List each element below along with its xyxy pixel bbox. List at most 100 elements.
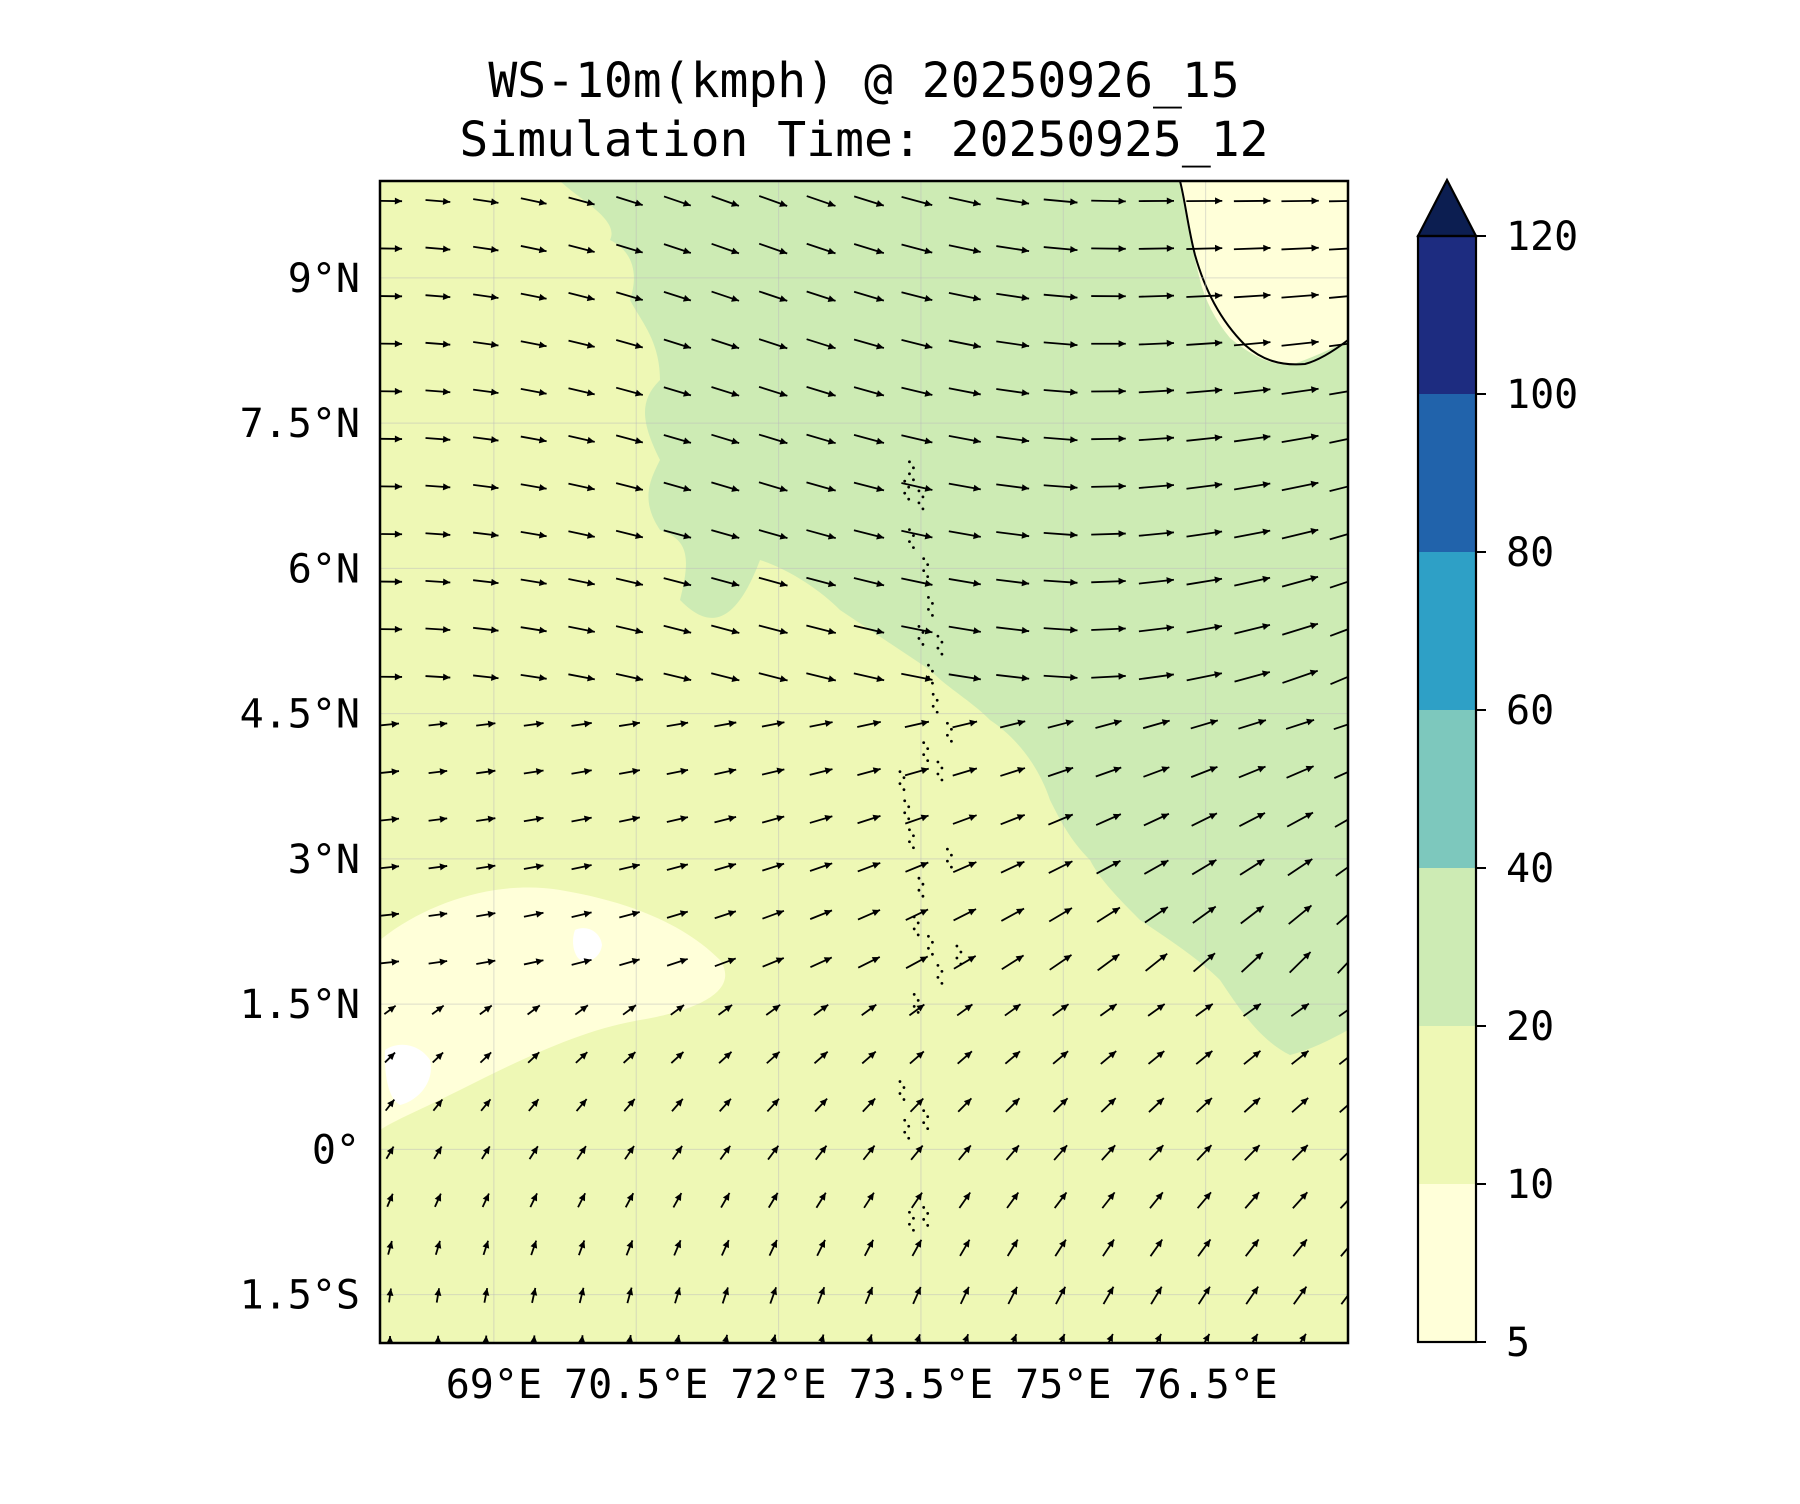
longitude-tick-label: 76.5°E (1133, 1362, 1278, 1408)
atoll-dot (950, 854, 953, 857)
atoll-dot (912, 846, 915, 849)
latitude-tick-label: 1.5°S (240, 1273, 360, 1319)
atoll-dot (908, 528, 911, 531)
atoll-dot (922, 1206, 925, 1209)
atoll-dot (907, 805, 910, 808)
longitude-tick-label: 73.5°E (849, 1362, 994, 1408)
atoll-dot (917, 922, 920, 925)
longitude-tick-label: 69°E (446, 1362, 542, 1408)
atoll-dot (946, 734, 949, 737)
atoll-dot (922, 643, 925, 646)
atoll-dot (922, 569, 925, 572)
atoll-dot (946, 722, 949, 725)
colorbar-extend-arrow (1418, 180, 1476, 236)
atoll-dot (912, 834, 915, 837)
atoll-dot (912, 1217, 915, 1220)
atoll-dot (907, 498, 910, 501)
atoll-dot (913, 993, 916, 996)
latitude-tick-label: 4.5°N (240, 692, 360, 738)
atoll-dot (918, 625, 921, 628)
atoll-dot (912, 1229, 915, 1232)
latitude-tick-label: 1.5°N (240, 982, 360, 1028)
atoll-dot (899, 770, 902, 773)
colorbar-segment (1418, 236, 1476, 394)
colorbar-tick-label: 20 (1506, 1004, 1554, 1050)
atoll-dot (937, 761, 940, 764)
atoll-dot (926, 1212, 929, 1215)
atoll-dot (922, 1121, 925, 1124)
atoll-dot (937, 773, 940, 776)
colorbar-segment (1418, 710, 1476, 868)
atoll-dot (926, 747, 929, 750)
latitude-tick-label: 3°N (288, 837, 360, 883)
atoll-dot (946, 860, 949, 863)
atoll-dot (941, 970, 944, 973)
atoll-dot (941, 641, 944, 644)
atoll-dot (922, 883, 925, 886)
latitude-axis: 9°N 7.5°N 6°N 4.5°N 3°N 1.5°N 0° 1.5°S (240, 256, 360, 1319)
atoll-dot (926, 563, 929, 566)
atoll-dot (903, 1098, 906, 1101)
atoll-dot (918, 889, 921, 892)
latitude-tick-label: 0° (312, 1127, 360, 1173)
atoll-dot (912, 466, 915, 469)
colorbar-tick-label: 80 (1506, 530, 1554, 576)
atoll-dot (937, 964, 940, 967)
colorbar-segment (1418, 394, 1476, 552)
atoll-dot (918, 501, 921, 504)
longitude-tick-label: 70.5°E (564, 1362, 709, 1408)
atoll-dot (922, 1218, 925, 1221)
atoll-dot (903, 1119, 906, 1122)
atoll-dot (908, 460, 911, 463)
atoll-dot (908, 540, 911, 543)
atoll-dot (927, 935, 930, 938)
atoll-dot (899, 1092, 902, 1095)
colorbar-tick-label: 40 (1506, 846, 1554, 892)
atoll-dot (950, 740, 953, 743)
latitude-tick-label: 7.5°N (240, 401, 360, 447)
atoll-dot (956, 957, 959, 960)
atoll-dot (926, 1224, 929, 1227)
atoll-dot (908, 1223, 911, 1226)
latitude-tick-label: 6°N (288, 546, 360, 592)
atoll-dot (917, 1011, 920, 1014)
colorbar-segment (1418, 1026, 1476, 1184)
atoll-dot (922, 1109, 925, 1112)
atoll-dot (931, 670, 934, 673)
atoll-dot (960, 951, 963, 954)
atoll-dot (941, 982, 944, 985)
map-subtitle: Simulation Time: 20250925_12 (459, 112, 1268, 168)
atoll-dot (922, 557, 925, 560)
atoll-dot (956, 945, 959, 948)
colorbar-tick-label: 10 (1506, 1162, 1554, 1208)
atoll-dot (903, 811, 906, 814)
atoll-dot (927, 596, 930, 599)
atoll-dot (941, 779, 944, 782)
atoll-dot (908, 472, 911, 475)
atoll-dot (917, 934, 920, 937)
atoll-dot (950, 728, 953, 731)
atoll-dot (922, 753, 925, 756)
atoll-dot (899, 782, 902, 785)
atoll-dot (903, 1131, 906, 1134)
atoll-dot (907, 817, 910, 820)
latitude-tick-label: 9°N (288, 256, 360, 302)
atoll-dot (926, 1127, 929, 1130)
colorbar-segment (1418, 552, 1476, 710)
atoll-dot (937, 976, 940, 979)
atoll-dot (918, 489, 921, 492)
atoll-dot (922, 895, 925, 898)
atoll-dot (927, 608, 930, 611)
colorbar-tick-label: 60 (1506, 688, 1554, 734)
atoll-dot (912, 546, 915, 549)
colorbar-tick-label: 5 (1506, 1320, 1530, 1366)
atoll-dot (922, 741, 925, 744)
atoll-dot (908, 1211, 911, 1214)
atoll-dot (918, 877, 921, 880)
atoll-dot (917, 999, 920, 1002)
atoll-dot (907, 1137, 910, 1140)
atoll-dot (913, 928, 916, 931)
